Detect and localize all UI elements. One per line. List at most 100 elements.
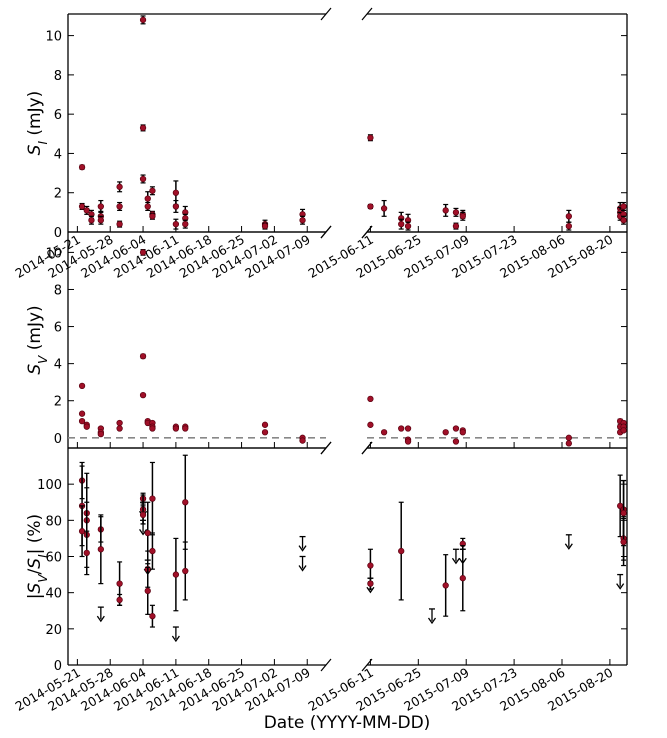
data-point [565, 209, 572, 223]
data-point [78, 417, 86, 425]
data-marker [459, 575, 466, 582]
data-point [459, 545, 466, 612]
data-point [172, 199, 180, 213]
data-point [565, 221, 572, 231]
y-tick-label: 0 [54, 226, 62, 241]
data-marker [565, 434, 572, 441]
y-tick-label: 0 [54, 659, 62, 674]
data-marker [565, 222, 572, 230]
data-point [78, 505, 86, 558]
axis-break-mark [320, 658, 332, 672]
data-marker [144, 195, 151, 202]
data-marker [459, 429, 466, 436]
data-point [452, 425, 460, 432]
y-tick-label: 2 [54, 187, 62, 202]
upper-limit-arrow [298, 535, 307, 552]
data-marker [442, 582, 449, 589]
data-point [139, 124, 147, 132]
data-point [149, 604, 156, 628]
data-marker [88, 217, 95, 224]
data-marker [78, 382, 86, 390]
data-marker [299, 437, 306, 444]
data-marker [116, 203, 123, 210]
y-tick-label: 4 [54, 358, 62, 373]
y-tick-label: 4 [54, 147, 62, 162]
data-point [149, 532, 156, 570]
data-point [367, 203, 374, 210]
data-marker [97, 203, 104, 210]
data-point [620, 517, 627, 567]
data-point [452, 207, 460, 217]
data-point [452, 222, 460, 230]
y-tick-label: 60 [45, 551, 62, 566]
data-marker [149, 547, 156, 555]
data-point [367, 134, 374, 142]
data-point [139, 505, 147, 525]
y-tick-label: 6 [54, 321, 62, 336]
data-marker [459, 213, 466, 220]
y-tick-label: 6 [54, 108, 62, 123]
upper-limit-arrow [616, 573, 625, 590]
data-point [398, 425, 405, 432]
data-marker [139, 511, 147, 519]
y-tick-label: 8 [54, 283, 62, 298]
data-point [83, 205, 90, 215]
data-marker [380, 429, 388, 436]
data-marker [172, 203, 180, 210]
axis-break-mark [320, 225, 332, 239]
data-marker [398, 220, 405, 228]
y-axis-label: SI (mJy) [25, 91, 50, 156]
data-point [116, 593, 123, 606]
data-marker [144, 587, 151, 595]
data-marker [398, 425, 405, 432]
y-tick-label: 10 [45, 246, 62, 261]
data-point [172, 218, 180, 230]
data-point [139, 174, 147, 184]
upper-limit-arrow [564, 534, 573, 550]
data-point [149, 186, 156, 196]
y-tick-label: 2 [54, 395, 62, 410]
data-marker [452, 438, 460, 445]
data-point [452, 438, 460, 445]
axis-break-mark [361, 441, 373, 455]
data-marker [367, 421, 374, 428]
upper-limit-arrow [298, 555, 307, 572]
data-marker [172, 220, 180, 228]
data-marker [139, 353, 147, 360]
data-marker [78, 528, 86, 535]
data-point [97, 430, 104, 438]
data-marker [139, 392, 147, 399]
data-marker [78, 410, 86, 417]
data-marker [149, 187, 156, 194]
data-point [78, 164, 86, 171]
data-point [380, 199, 388, 217]
data-point [149, 461, 156, 536]
data-point [459, 211, 466, 221]
data-point [182, 425, 189, 432]
data-marker [172, 571, 180, 578]
data-point [565, 440, 572, 447]
data-point [116, 419, 123, 427]
data-marker [172, 425, 180, 432]
data-marker [144, 529, 151, 537]
data-point [367, 548, 374, 583]
data-point [404, 425, 412, 432]
y-tick-label: 8 [54, 69, 62, 84]
data-marker [78, 203, 86, 210]
data-point [172, 425, 180, 432]
data-marker [149, 425, 156, 432]
data-point [83, 423, 90, 430]
data-point [398, 218, 405, 230]
data-marker [116, 220, 123, 228]
data-marker [116, 425, 123, 432]
data-point [116, 425, 123, 432]
data-marker [452, 209, 460, 216]
data-marker [299, 217, 306, 224]
data-marker [261, 429, 269, 436]
data-marker [97, 217, 104, 224]
data-point [459, 429, 466, 436]
data-marker [367, 580, 374, 587]
data-marker [139, 16, 147, 24]
y-tick-label: 80 [45, 514, 62, 529]
